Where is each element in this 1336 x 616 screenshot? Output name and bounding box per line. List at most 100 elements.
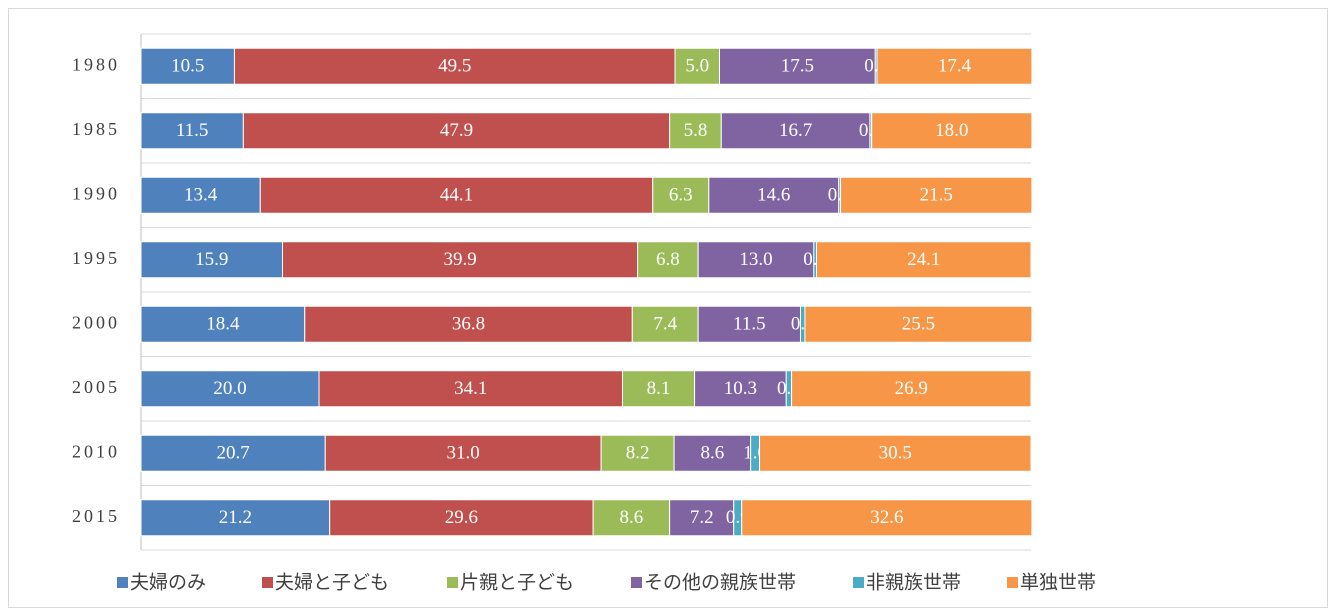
y-tick-label: 1980 [72, 54, 120, 74]
bar-segment [816, 241, 1032, 279]
legend-label: 夫婦のみ [130, 572, 206, 594]
bar-segment [140, 370, 320, 408]
bar-segment [637, 241, 699, 279]
data-label: 36.8 [452, 314, 485, 335]
data-label: 17.4 [938, 56, 972, 77]
data-label: 8.2 [626, 443, 650, 464]
bar-segment [697, 241, 815, 279]
data-label: 13.0 [739, 249, 772, 270]
y-tick-label: 2015 [72, 506, 120, 526]
bar-segment [600, 434, 675, 472]
y-tick-label: 1995 [72, 248, 120, 268]
data-label: 11.5 [733, 314, 766, 335]
legend-swatch [447, 577, 458, 588]
bar-segment [876, 47, 1033, 85]
bar-segment [871, 112, 1033, 150]
bar-segment [140, 499, 331, 537]
bar-segment [720, 112, 871, 150]
data-label: 44.1 [440, 185, 473, 206]
y-tick-label: 2005 [72, 377, 120, 397]
data-label: 26.9 [895, 378, 928, 399]
data-label: 47.9 [440, 120, 473, 141]
legend-swatch [853, 577, 864, 588]
bar-segment [140, 112, 244, 150]
bar-segment [631, 305, 699, 343]
legend-swatch [631, 577, 642, 588]
data-label: 30.5 [879, 443, 912, 464]
legend-label: その他の親族世帯 [644, 572, 796, 594]
bar-segment [840, 176, 1033, 214]
legend-label: 夫婦と子ども [275, 572, 389, 594]
bar-segment [329, 499, 594, 537]
data-label: 32.6 [870, 507, 903, 528]
bar-segment [140, 241, 284, 279]
bar-segment [708, 176, 840, 214]
data-label: 49.5 [438, 56, 471, 77]
legend-swatch [262, 577, 273, 588]
y-tick-label: 1990 [72, 183, 120, 203]
legend-label: 片親と子ども [460, 572, 574, 594]
bar-segment [791, 370, 1032, 408]
bar-segment [140, 176, 261, 214]
bar-segment [140, 305, 306, 343]
bar-segment [674, 47, 720, 85]
bar-segment [694, 370, 787, 408]
data-label: 15.9 [195, 249, 228, 270]
data-label: 21.2 [219, 507, 252, 528]
bar-segment [669, 112, 722, 150]
bar-segment [140, 434, 326, 472]
data-label: 16.7 [779, 120, 812, 141]
data-label: 10.5 [171, 56, 204, 77]
bar-segment [324, 434, 602, 472]
data-label: 34.1 [454, 378, 487, 399]
data-label: 25.5 [902, 314, 935, 335]
bar-segment [259, 176, 654, 214]
data-label: 24.1 [907, 249, 940, 270]
bar-segment [697, 305, 801, 343]
data-label: 8.6 [620, 507, 644, 528]
data-label: 29.6 [445, 507, 478, 528]
bar-segment [242, 112, 671, 150]
legend-label: 単独世帯 [1020, 572, 1096, 594]
data-label: 11.5 [176, 120, 209, 141]
data-label: 21.5 [920, 185, 953, 206]
bar-segment [304, 305, 633, 343]
bar-segment [759, 434, 1032, 472]
bar-segment [140, 47, 235, 85]
y-tick-label: 2010 [72, 441, 120, 461]
data-label: 6.3 [669, 185, 693, 206]
data-label: 7.4 [653, 314, 677, 335]
data-label: 10.3 [724, 378, 757, 399]
bar-segment [719, 47, 876, 85]
bar-segment [741, 499, 1033, 537]
bar-segment [282, 241, 639, 279]
bar-segment [652, 176, 710, 214]
data-label: 8.6 [701, 443, 725, 464]
data-label: 17.5 [781, 56, 814, 77]
data-label: 5.0 [685, 56, 709, 77]
data-label: 18.4 [206, 314, 240, 335]
y-tick-label: 1985 [72, 119, 120, 139]
bar-segment [804, 305, 1033, 343]
data-label: 8.1 [647, 378, 671, 399]
bar-segment [669, 499, 735, 537]
bar-segment [673, 434, 752, 472]
data-label: 5.8 [684, 120, 708, 141]
legend-label: 非親族世帯 [866, 572, 961, 594]
legend-swatch [117, 577, 128, 588]
data-label: 14.6 [757, 185, 790, 206]
bar-segment [233, 47, 676, 85]
data-label: 31.0 [447, 443, 480, 464]
data-label: 7.2 [690, 507, 714, 528]
legend-swatch [1007, 577, 1018, 588]
bar-segment [592, 499, 671, 537]
data-label: 39.9 [443, 249, 476, 270]
data-label: 20.0 [213, 378, 246, 399]
data-label: 18.0 [935, 120, 968, 141]
data-label: 13.4 [184, 185, 218, 206]
y-tick-label: 2000 [72, 312, 120, 332]
data-label: 20.7 [216, 443, 249, 464]
data-label: 6.8 [656, 249, 680, 270]
bar-segment [621, 370, 696, 408]
